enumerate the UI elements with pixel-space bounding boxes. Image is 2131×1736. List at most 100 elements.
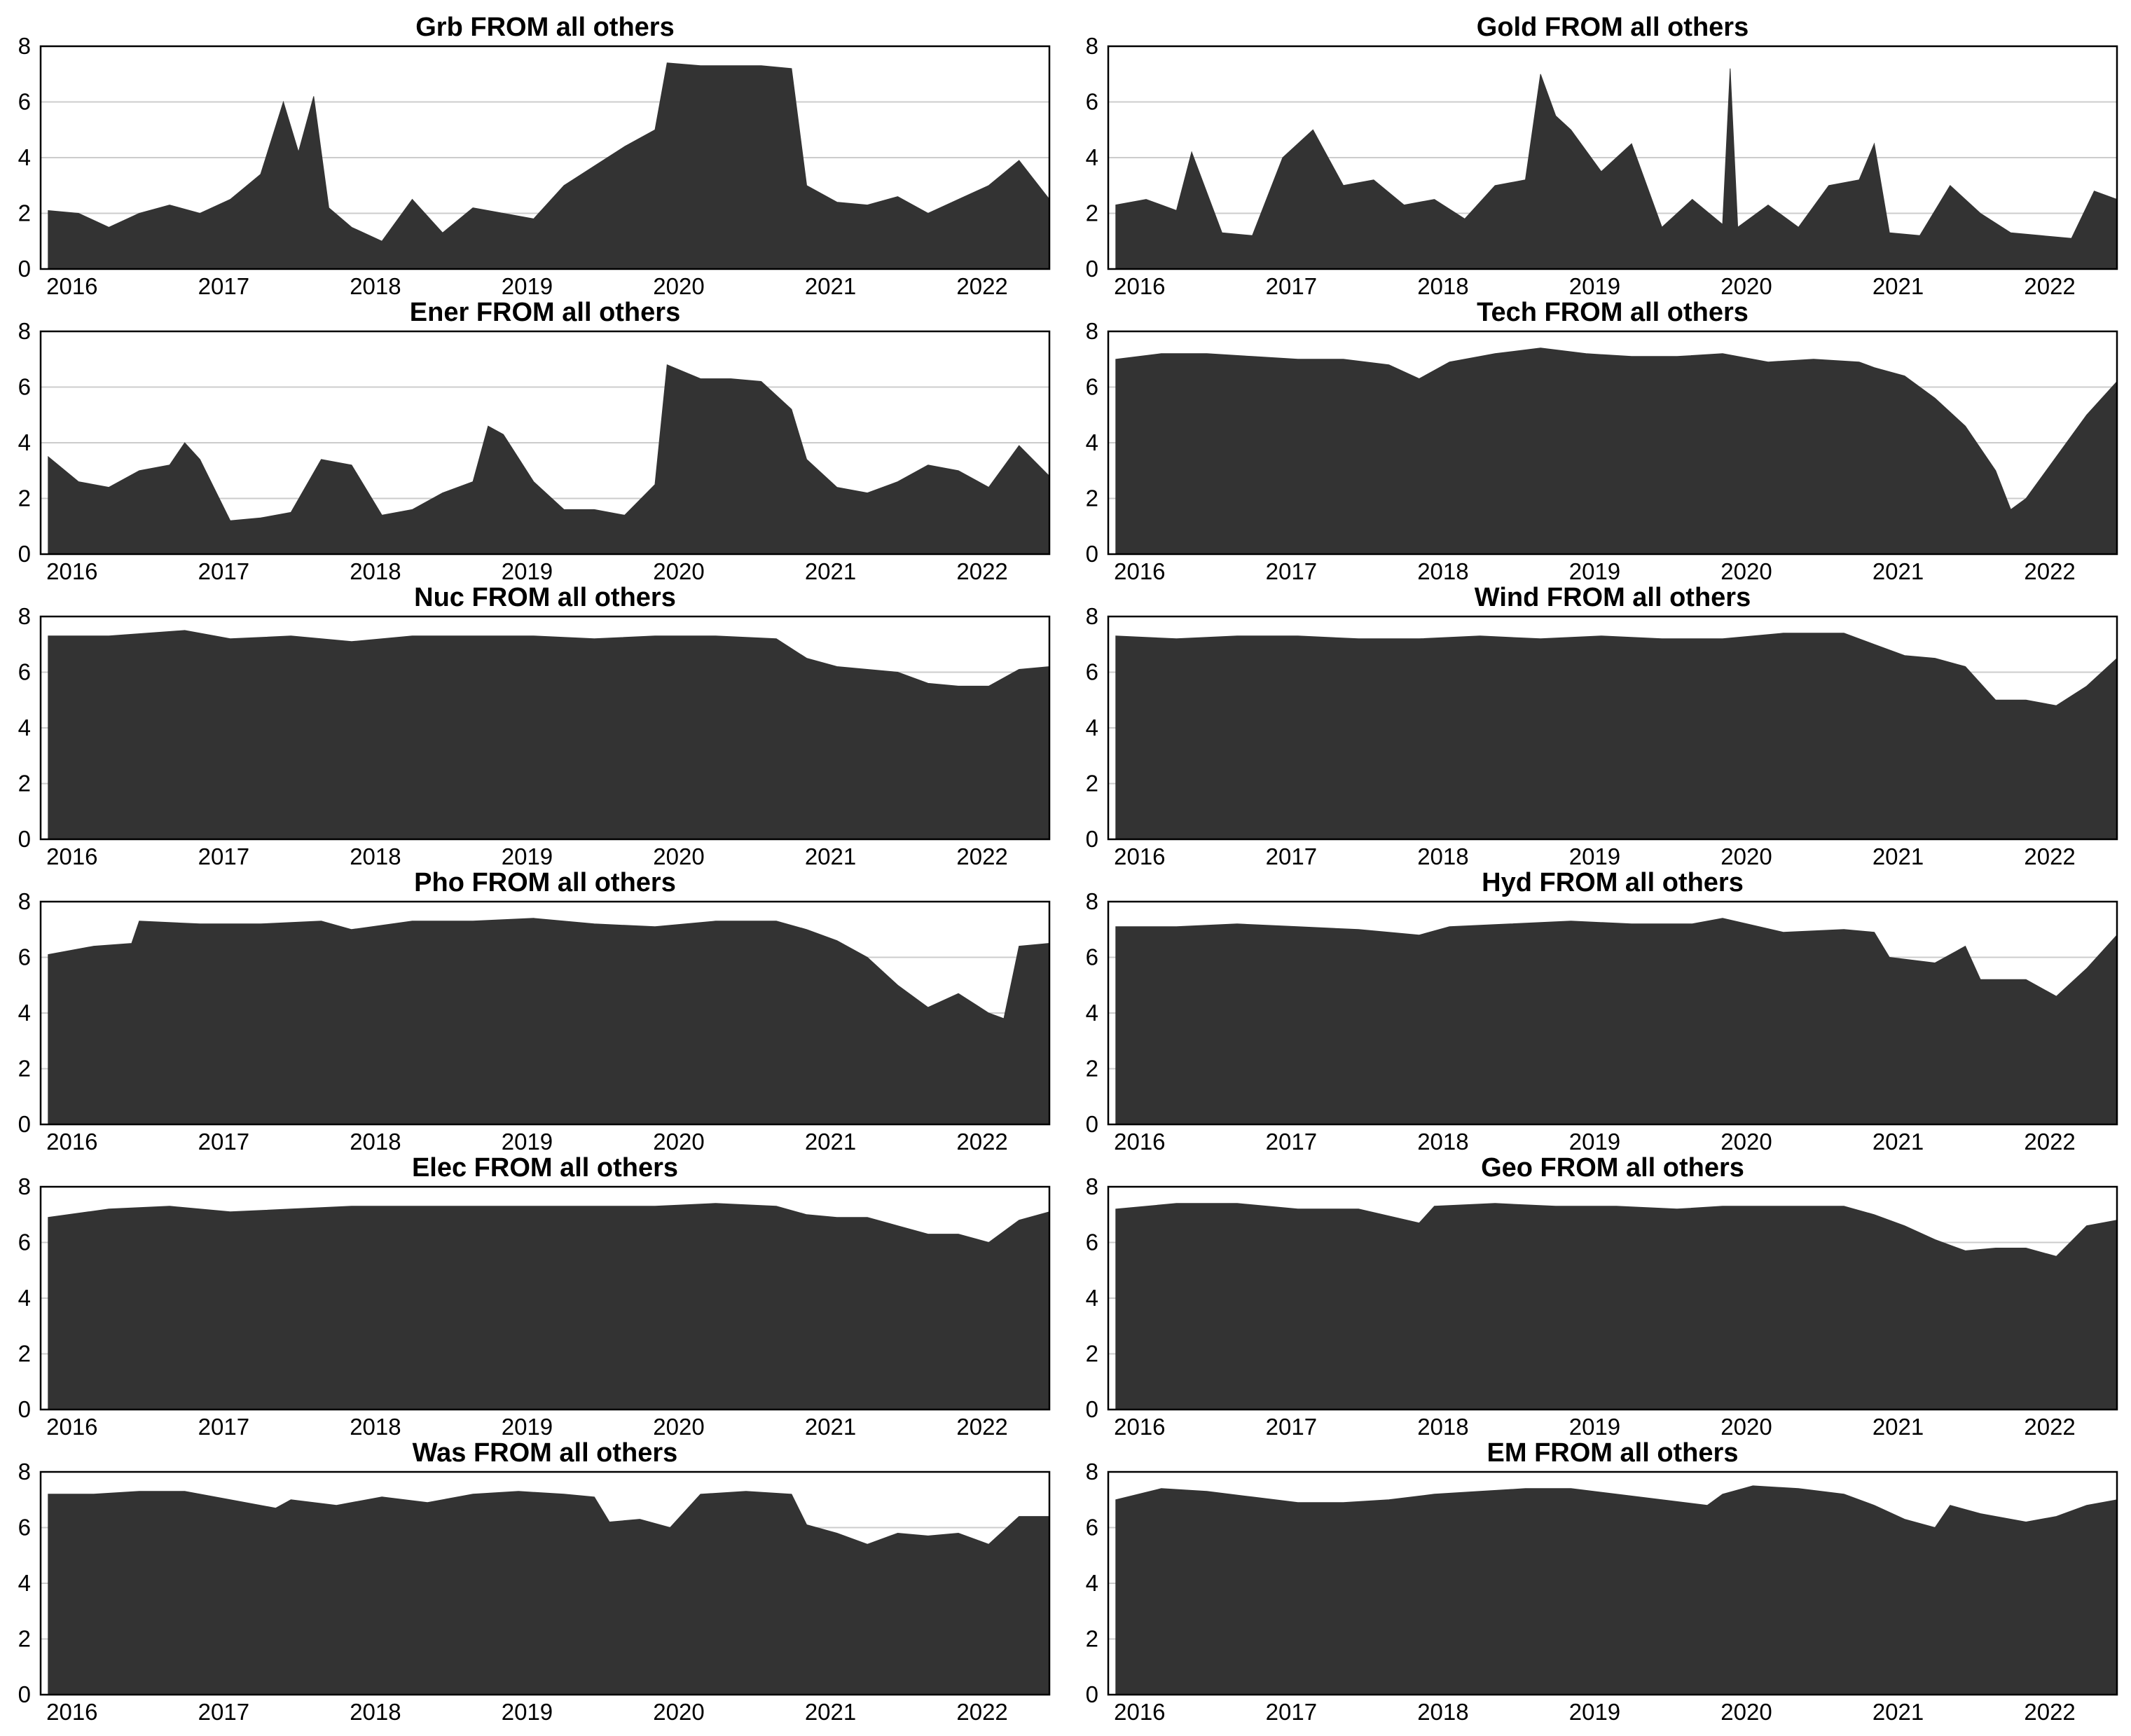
x-tick-label: 2016 xyxy=(46,1699,97,1725)
x-tick-label: 2019 xyxy=(1569,273,1620,299)
x-tick-label: 2017 xyxy=(198,1414,249,1440)
y-tick-label: 0 xyxy=(1086,1681,1098,1707)
panel-title: Wind FROM all others xyxy=(1474,583,1751,612)
y-tick-label: 6 xyxy=(18,1229,31,1255)
x-tick-label: 2020 xyxy=(1720,843,1772,869)
plot-svg: 0 2 4 6 8 2016 2017 2018 2019 2020 2021 2022 xyxy=(18,318,1051,584)
plot-svg: 0 2 4 6 8 2016 2017 2018 2019 2020 2021 2022 xyxy=(18,1173,1051,1440)
plot-frame xyxy=(39,330,1051,556)
y-tick-label: 0 xyxy=(18,826,31,852)
panel-title: EM FROM all others xyxy=(1487,1438,1739,1468)
x-tick-label: 2016 xyxy=(46,273,97,299)
x-tick-label: 2016 xyxy=(1114,558,1165,584)
plot-frame xyxy=(1107,615,2118,841)
x-tick-label: 2019 xyxy=(502,273,553,299)
x-tick-label: 2018 xyxy=(350,273,401,299)
y-tick-label: 0 xyxy=(18,1681,31,1707)
plot-svg: 0 2 4 6 8 2016 2017 2018 2019 2020 2021 2022 xyxy=(1086,33,2118,299)
x-tick-label: 2016 xyxy=(46,1129,97,1155)
y-tick-label: 4 xyxy=(18,1000,31,1026)
x-tick-label: 2020 xyxy=(653,1699,704,1725)
x-tick-label: 2020 xyxy=(1720,1699,1772,1725)
y-tick-label: 8 xyxy=(1086,1459,1098,1484)
area-series xyxy=(1115,68,2118,270)
y-tick-label: 2 xyxy=(1086,485,1098,511)
y-tick-label: 0 xyxy=(1086,1396,1098,1422)
area-series xyxy=(48,918,1050,1125)
y-tick-label: 2 xyxy=(18,771,31,797)
x-tick-label: 2017 xyxy=(198,1129,249,1155)
y-tick-label: 0 xyxy=(1086,256,1098,282)
chart-panel: Was FROM all others 0 2 4 6 8 2016 2017 2018 2019… xyxy=(18,1438,1051,1725)
x-tick-label: 2020 xyxy=(653,843,704,869)
x-tick-label: 2017 xyxy=(198,1699,249,1725)
x-tick-label: 2017 xyxy=(1266,1129,1317,1155)
x-tick-label: 2020 xyxy=(1720,558,1772,584)
y-tick-label: 4 xyxy=(1086,1285,1098,1311)
x-tick-label: 2022 xyxy=(2024,1699,2075,1725)
x-tick-label: 2016 xyxy=(1114,1129,1165,1155)
x-tick-label: 2022 xyxy=(956,1414,1007,1440)
x-tick-label: 2017 xyxy=(1266,273,1317,299)
area-series xyxy=(1115,918,2118,1125)
panel-title: Pho FROM all others xyxy=(414,868,676,897)
x-tick-label: 2018 xyxy=(1417,1699,1468,1725)
chart-panel: Gold FROM all others 0 2 4 6 8 2016 2017 2018 201… xyxy=(1086,13,2118,299)
x-tick-label: 2020 xyxy=(653,1129,704,1155)
y-tick-label: 6 xyxy=(18,89,31,115)
panel-title: Tech FROM all others xyxy=(1477,298,1749,327)
x-tick-label: 2022 xyxy=(2024,273,2075,299)
y-tick-label: 8 xyxy=(18,1173,31,1199)
y-tick-label: 4 xyxy=(1086,144,1098,170)
y-tick-label: 6 xyxy=(1086,89,1098,115)
y-tick-label: 2 xyxy=(1086,1341,1098,1367)
panel-title: Gold FROM all others xyxy=(1476,13,1749,42)
area-series xyxy=(1115,633,2118,840)
x-tick-label: 2018 xyxy=(1417,843,1468,869)
y-tick-label: 4 xyxy=(18,1285,31,1311)
x-tick-label: 2022 xyxy=(956,273,1007,299)
x-tick-label: 2016 xyxy=(1114,273,1165,299)
x-tick-label: 2018 xyxy=(1417,273,1468,299)
chart-panel: Hyd FROM all others 0 2 4 6 8 2016 2017 2018 2019… xyxy=(1086,868,2118,1155)
x-tick-label: 2016 xyxy=(46,558,97,584)
y-tick-label: 8 xyxy=(18,603,31,629)
y-tick-label: 6 xyxy=(1086,659,1098,685)
chart-panel: Wind FROM all others 0 2 4 6 8 2016 2017 2018 201… xyxy=(1086,583,2118,869)
plot-frame xyxy=(1107,900,2118,1126)
y-tick-label: 6 xyxy=(1086,1229,1098,1255)
x-tick-label: 2019 xyxy=(1569,1699,1620,1725)
x-tick-label: 2016 xyxy=(46,1414,97,1440)
x-tick-label: 2020 xyxy=(653,558,704,584)
x-tick-label: 2021 xyxy=(805,558,856,584)
plot-svg: 0 2 4 6 8 2016 2017 2018 2019 2020 2021 2022 xyxy=(18,888,1051,1155)
plot-frame xyxy=(39,615,1051,841)
x-tick-label: 2016 xyxy=(1114,843,1165,869)
area-series xyxy=(48,1491,1050,1695)
y-tick-label: 6 xyxy=(18,659,31,685)
plot-frame xyxy=(39,45,1051,270)
x-tick-label: 2021 xyxy=(805,1414,856,1440)
y-tick-label: 0 xyxy=(1086,1111,1098,1137)
chart-panel: Ener FROM all others 0 2 4 6 8 2016 2017 2018 201… xyxy=(18,298,1051,584)
y-tick-label: 6 xyxy=(18,1515,31,1541)
x-tick-label: 2020 xyxy=(1720,1129,1772,1155)
x-tick-label: 2019 xyxy=(1569,1414,1620,1440)
plot-svg: 0 2 4 6 8 2016 2017 2018 2019 2020 2021 2022 xyxy=(18,33,1051,299)
panel-title: Was FROM all others xyxy=(412,1438,678,1468)
chart-panel: Elec FROM all others 0 2 4 6 8 2016 2017 2018 201… xyxy=(18,1153,1051,1440)
panel-title: Ener FROM all others xyxy=(409,298,681,327)
x-tick-label: 2017 xyxy=(1266,1699,1317,1725)
y-tick-label: 4 xyxy=(1086,1570,1098,1596)
y-tick-label: 2 xyxy=(18,485,31,511)
plot-frame xyxy=(39,1470,1051,1696)
x-tick-label: 2022 xyxy=(2024,843,2075,869)
chart-panel: Nuc FROM all others 0 2 4 6 8 2016 2017 2018 2019… xyxy=(18,583,1051,869)
y-tick-label: 8 xyxy=(1086,603,1098,629)
y-tick-label: 2 xyxy=(1086,200,1098,226)
x-tick-label: 2017 xyxy=(1266,1414,1317,1440)
panel-title: Geo FROM all others xyxy=(1481,1153,1744,1183)
y-tick-label: 2 xyxy=(1086,1056,1098,1082)
x-tick-label: 2018 xyxy=(350,1414,401,1440)
